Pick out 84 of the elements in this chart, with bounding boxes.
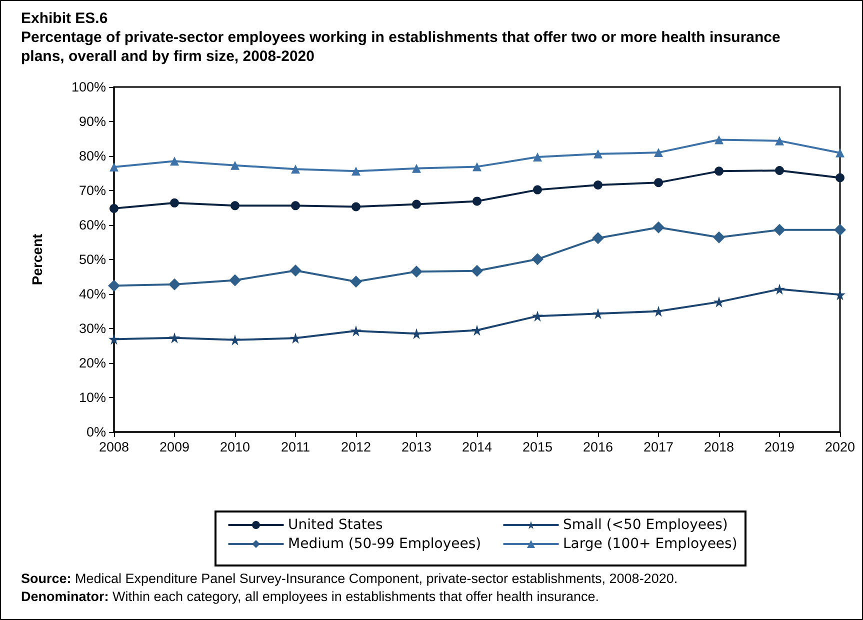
y-tick-label: 10% bbox=[78, 390, 106, 405]
legend-label: Small (<50 Employees) bbox=[563, 517, 728, 533]
x-tick-label: 2018 bbox=[704, 440, 734, 454]
text: Denominator: Within each category, all employees in establishments that offer health insurance. bbox=[21, 589, 600, 604]
point bbox=[594, 149, 602, 158]
point bbox=[291, 164, 300, 174]
y-axis-title: Percent bbox=[29, 233, 45, 286]
x-tick-label: 2014 bbox=[462, 440, 492, 454]
point bbox=[352, 202, 360, 212]
chart-title: Exhibit ES.6 bbox=[21, 9, 109, 28]
point bbox=[290, 332, 301, 344]
point bbox=[652, 221, 664, 234]
point bbox=[229, 274, 241, 286]
point bbox=[350, 325, 362, 336]
x-tick-label: 2008 bbox=[98, 440, 130, 454]
point bbox=[352, 166, 360, 176]
point bbox=[350, 276, 362, 288]
point bbox=[412, 200, 421, 209]
x-tick-label: 2013 bbox=[401, 440, 432, 454]
y-tick-label: 70% bbox=[78, 183, 106, 198]
x-tick-label: 2017 bbox=[643, 440, 674, 454]
point bbox=[654, 178, 663, 188]
legend-label: Medium (50-99 Employees) bbox=[288, 536, 482, 552]
point bbox=[110, 204, 118, 213]
point bbox=[170, 198, 179, 208]
point bbox=[592, 232, 604, 244]
point bbox=[110, 162, 118, 172]
y-tick-label: 100% bbox=[71, 80, 106, 94]
y-tick-label: 80% bbox=[78, 148, 106, 164]
point bbox=[834, 224, 846, 236]
point bbox=[170, 156, 179, 166]
y-tick-label: 90% bbox=[78, 114, 106, 129]
y-tick-label: 60% bbox=[78, 218, 106, 232]
legend-label: United States bbox=[288, 517, 383, 533]
point bbox=[775, 166, 784, 175]
point bbox=[472, 162, 482, 172]
point bbox=[533, 152, 542, 162]
point bbox=[168, 278, 180, 290]
y-tick-label: 0% bbox=[86, 424, 106, 440]
point bbox=[108, 280, 120, 292]
x-tick-label: 2019 bbox=[764, 440, 795, 454]
point bbox=[108, 334, 120, 345]
x-tick-label: 2020 bbox=[824, 440, 856, 454]
y-tick-label: 50% bbox=[78, 252, 106, 267]
point bbox=[290, 264, 302, 277]
point bbox=[533, 185, 542, 194]
point bbox=[592, 308, 604, 320]
x-tick-label: 2011 bbox=[280, 440, 310, 454]
point bbox=[412, 164, 421, 173]
source-note: Source: Medical Expenditure Panel Survey-Insurance Component, private-sector establishments, 2008-2020. bbox=[21, 571, 678, 586]
point bbox=[169, 332, 180, 344]
point bbox=[836, 148, 844, 158]
point bbox=[774, 224, 786, 236]
point bbox=[230, 160, 240, 170]
x-tick-label: 2012 bbox=[340, 440, 372, 454]
point bbox=[714, 166, 724, 176]
x-tick-label: 2015 bbox=[522, 440, 553, 454]
chart-subtitle: Percentage of private-sector employees working in establishments that offer two or more health insurance plans, overall and by firm size, 2008-2020 bbox=[21, 28, 782, 66]
point bbox=[472, 324, 482, 336]
point bbox=[411, 328, 422, 340]
point bbox=[654, 148, 663, 158]
y-tick-label: 30% bbox=[78, 321, 106, 336]
point bbox=[230, 334, 240, 346]
y-tick-label: 40% bbox=[78, 286, 106, 302]
point bbox=[471, 264, 483, 277]
point bbox=[472, 196, 482, 206]
point bbox=[775, 136, 784, 146]
point bbox=[230, 201, 240, 210]
x-tick-label: 2009 bbox=[159, 440, 190, 454]
point bbox=[714, 296, 724, 308]
x-tick-label: 2010 bbox=[220, 440, 250, 454]
point bbox=[836, 173, 844, 182]
x-tick-label: 2016 bbox=[582, 440, 614, 454]
point bbox=[291, 201, 300, 210]
point bbox=[532, 253, 544, 266]
point bbox=[714, 135, 724, 144]
point bbox=[713, 231, 725, 244]
point bbox=[834, 289, 846, 300]
point bbox=[774, 284, 785, 295]
point bbox=[410, 266, 422, 278]
point bbox=[532, 310, 543, 322]
legend-label: Large (100+ Employees) bbox=[563, 536, 738, 552]
y-tick-label: 20% bbox=[78, 356, 106, 370]
point bbox=[594, 180, 602, 190]
